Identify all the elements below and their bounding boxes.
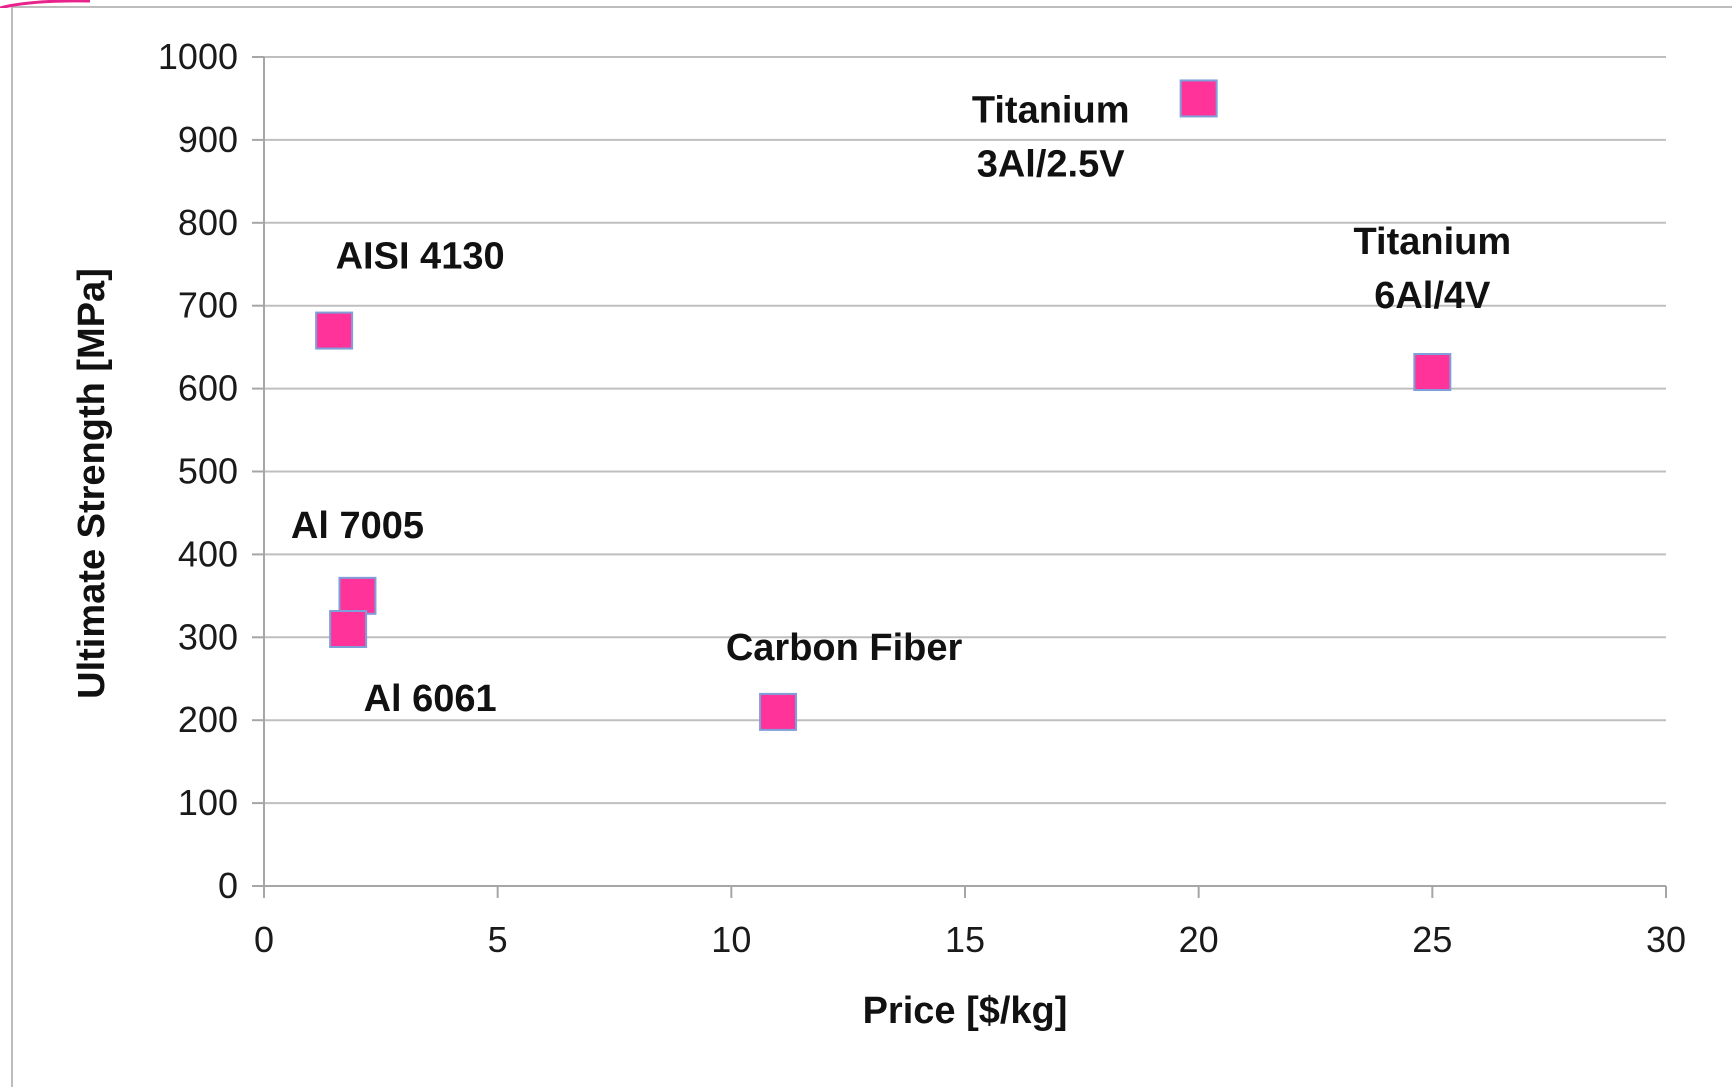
- y-axis-title: Ultimate Strength [MPa]: [71, 268, 113, 699]
- data-points: [315, 79, 1452, 731]
- y-tick-label-300: 300: [178, 616, 238, 657]
- data-point-5: [759, 692, 798, 731]
- point-labels: Titanium 3Al/2.5V AISI 4130 Titanium 6Al/4V A…: [291, 89, 1511, 720]
- point-label-1: AISI 4130: [336, 236, 505, 278]
- x-tick-label-10: 10: [711, 919, 751, 960]
- x-tick-label-30: 30: [1646, 919, 1686, 960]
- point-label-2: Titanium 6Al/4V: [1354, 221, 1512, 317]
- point-label-4: Al 6061: [364, 678, 497, 720]
- grid-lines: [264, 56, 1666, 805]
- y-tick-label-900: 900: [178, 119, 238, 160]
- point-label-0: Titanium 3Al/2.5V: [972, 89, 1130, 185]
- data-point-0: [1179, 79, 1218, 118]
- y-tick-label-400: 400: [178, 533, 238, 574]
- x-tick-label-25: 25: [1412, 919, 1452, 960]
- y-tick-label-800: 800: [178, 202, 238, 243]
- y-tick-label-600: 600: [178, 368, 238, 409]
- y-tick-label-200: 200: [178, 699, 238, 740]
- y-tick-label-500: 500: [178, 451, 238, 492]
- y-tick-label-100: 100: [178, 782, 238, 823]
- x-tick-label-5: 5: [488, 919, 508, 960]
- y-tick-label-700: 700: [178, 285, 238, 326]
- y-tick-label-1000: 1000: [158, 36, 238, 77]
- data-point-4: [329, 610, 368, 649]
- y-tick-label-0: 0: [218, 865, 238, 906]
- data-point-2: [1413, 353, 1452, 392]
- x-tick-label-15: 15: [945, 919, 985, 960]
- tick-labels: 0 100 200 300 400 500 600 700 800 900 1000 0 5 10 15 20…: [158, 36, 1686, 960]
- x-tick-label-20: 20: [1179, 919, 1219, 960]
- chart-frame: [11, 6, 1732, 1087]
- point-label-3: Al 7005: [291, 505, 424, 547]
- point-label-5: Carbon Fiber: [726, 627, 963, 669]
- axes: [252, 56, 1667, 898]
- x-axis-title: Price [$/kg]: [863, 990, 1068, 1032]
- x-tick-label-0: 0: [254, 919, 274, 960]
- corner-accent: [0, 0, 90, 8]
- data-point-1: [315, 311, 354, 350]
- data-point-3: [338, 576, 377, 615]
